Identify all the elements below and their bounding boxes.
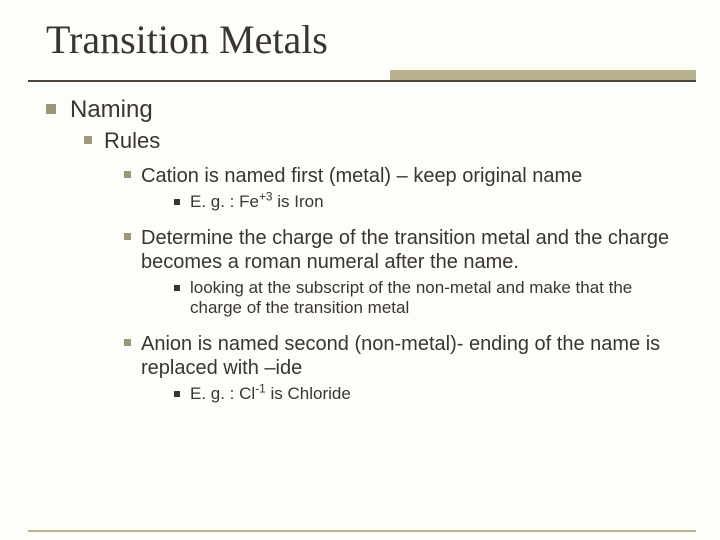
bullet-lvl1: Naming [46,96,686,124]
slide-title: Transition Metals [46,16,328,63]
square-bullet-icon [124,339,131,346]
square-bullet-icon [124,171,131,178]
square-bullet-icon [174,391,180,397]
eg-text-post: is Chloride [266,384,351,403]
title-underline [28,80,696,82]
eg-text-pre: E. g. : Fe [190,192,259,211]
lvl4-text: E. g. : Fe+3 is Iron [190,192,324,212]
square-bullet-icon [174,199,180,205]
lvl4-text: E. g. : Cl-1 is Chloride [190,384,351,404]
square-bullet-icon [84,136,92,144]
lvl2-text: Rules [104,128,160,154]
lvl3-text: Anion is named second (non-metal)- endin… [141,332,686,380]
lvl3-text: Determine the charge of the transition m… [141,226,686,274]
bullet-lvl3: Anion is named second (non-metal)- endin… [124,332,686,380]
bullet-lvl2: Rules [84,128,686,154]
bullet-lvl4: looking at the subscript of the non-meta… [174,278,686,318]
lvl1-text: Naming [70,96,153,124]
eg-text-post: is Iron [273,192,324,211]
bullet-lvl3: Cation is named first (metal) – keep ori… [124,164,686,188]
square-bullet-icon [174,285,180,291]
slide: Transition Metals Naming Rules Cation is… [0,0,720,540]
lvl4-text: looking at the subscript of the non-meta… [190,278,686,318]
slide-body: Naming Rules Cation is named first (meta… [46,96,686,404]
square-bullet-icon [124,233,131,240]
bullet-lvl4: E. g. : Fe+3 is Iron [174,192,686,212]
lvl3-text: Cation is named first (metal) – keep ori… [141,164,582,188]
eg-superscript: -1 [255,381,266,395]
bullet-lvl3: Determine the charge of the transition m… [124,226,686,274]
footer-line [28,530,696,532]
bullet-lvl4: E. g. : Cl-1 is Chloride [174,384,686,404]
square-bullet-icon [46,104,56,114]
eg-superscript: +3 [259,189,273,203]
eg-text-pre: E. g. : Cl [190,384,255,403]
